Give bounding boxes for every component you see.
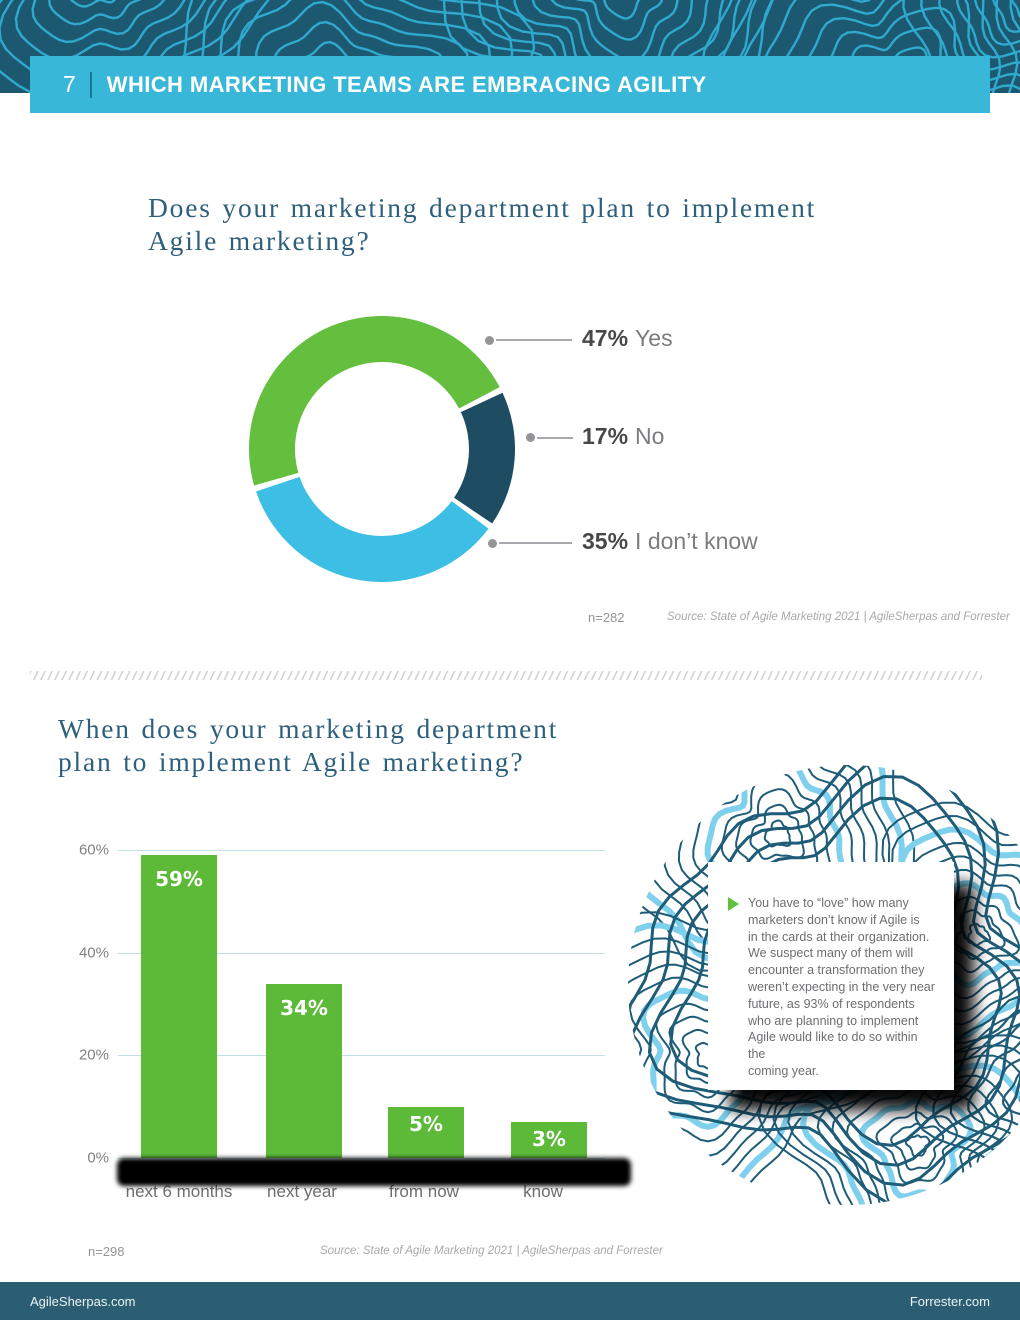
contour-line	[0, 0, 207, 79]
legend-dot-yes	[485, 336, 494, 345]
contour-line	[984, 1058, 1020, 1128]
question-title-2-line2: plan to implement Agile marketing?	[58, 746, 525, 777]
bar-next-year: 34%	[266, 842, 342, 1158]
x-label-know: know	[523, 1182, 563, 1201]
question-title-1: Does your marketing department plan to i…	[148, 191, 888, 257]
contour-line	[575, 0, 664, 41]
gridline-60	[118, 850, 605, 851]
legend-value-yes: 47%	[582, 325, 629, 351]
contour-line	[772, 1029, 1020, 1205]
contour-line	[550, 0, 679, 62]
contour-line	[949, 1023, 1020, 1151]
callout-card: You have to “love” how many marketers do…	[708, 862, 954, 1090]
callout-text: You have to “love” how many marketers do…	[748, 896, 935, 1078]
contour-line	[234, 0, 470, 93]
contour-line	[31, 0, 166, 44]
footer-bar: AgileSherpas.com Forrester.com	[0, 1282, 1020, 1320]
redaction-bar	[117, 1158, 631, 1186]
legend-dot-no	[526, 433, 535, 442]
contour-line	[251, 0, 448, 93]
legend-item-yes: 47% Yes	[582, 325, 673, 352]
legend-value-dontknow: 35%	[582, 528, 629, 554]
contour-line	[48, 0, 142, 26]
bar-next-6-months: 59%	[141, 842, 217, 1158]
sample-size-1: n=282	[588, 610, 625, 625]
question-title-1-line1: Does your marketing department plan to i…	[148, 192, 817, 223]
footer-link-agilesherpas[interactable]: AgileSherpas.com	[30, 1293, 136, 1309]
contour-line	[967, 1040, 1020, 1140]
contour-line	[932, 1009, 1020, 1165]
contour-line	[603, 0, 641, 20]
contour-line	[628, 765, 1020, 1187]
source-note-2: Source: State of Agile Marketing 2021 | …	[320, 1245, 663, 1257]
donut-slice-yes	[249, 316, 500, 486]
legend-leader-dontknow	[499, 542, 572, 544]
question-title-2-line1: When does your marketing department	[58, 713, 559, 744]
bar-chart: 60% 40% 20% 0% 59% 34% 5% 3% next 6 mont…	[60, 841, 631, 1242]
contour-line	[647, 774, 1020, 1167]
question-title-2: When does your marketing department plan…	[58, 712, 698, 778]
contour-line	[967, 922, 992, 947]
contour-line	[14, 0, 186, 61]
page-number: 7	[63, 71, 76, 97]
question-title-1-line2: Agile marketing?	[148, 225, 371, 256]
bar-rect: 5%	[388, 1107, 464, 1158]
legend-leader-no	[537, 437, 573, 439]
legend-value-no: 17%	[582, 423, 629, 449]
x-label-next-6-months: next 6 months	[125, 1182, 233, 1201]
legend-dot-dontknow	[488, 539, 497, 548]
triangle-bullet-icon	[728, 897, 739, 911]
x-label-next-year: next year	[267, 1182, 337, 1201]
donut-slice-no	[454, 392, 515, 524]
bar-rect: 34%	[266, 984, 342, 1158]
contour-line	[669, 796, 1003, 1147]
slash-divider	[30, 671, 982, 680]
contour-line	[763, 819, 792, 848]
donut-chart	[249, 316, 515, 582]
contour-line	[1002, 1072, 1020, 1116]
bar-value-label: 3%	[532, 1127, 566, 1151]
contour-line	[216, 0, 492, 93]
gridline-20	[118, 1055, 605, 1056]
x-label-from-now: from now	[389, 1182, 459, 1201]
legend-label-dontknow: I don’t know	[635, 528, 758, 554]
sample-size-2: n=298	[88, 1244, 125, 1259]
bar-value-label: 34%	[280, 996, 328, 1020]
page-title-bar: 7 WHICH MARKETING TEAMS ARE EMBRACING AG…	[30, 56, 990, 113]
page-title: WHICH MARKETING TEAMS ARE EMBRACING AGIL…	[106, 71, 707, 97]
gridline-40	[118, 953, 605, 954]
footer-link-forrester[interactable]: Forrester.com	[909, 1293, 990, 1309]
legend-item-dontknow: 35% I don’t know	[582, 528, 758, 555]
bar-rect: 3%	[511, 1122, 587, 1158]
y-tick-40: 40%	[78, 944, 109, 962]
legend-item-no: 17% No	[582, 423, 664, 450]
y-tick-60: 60%	[78, 841, 109, 859]
contour-line	[531, 0, 694, 83]
legend-label-no: No	[635, 423, 665, 449]
donut-slice-i-don-t-know	[255, 476, 489, 582]
bar-value-label: 5%	[409, 1112, 443, 1136]
legend-label-yes: Yes	[635, 325, 673, 351]
contour-line	[787, 1041, 1020, 1205]
legend-leader-yes	[496, 339, 572, 341]
title-separator	[89, 71, 92, 98]
bar-from-now: 5%	[388, 842, 464, 1158]
contour-line	[269, 20, 427, 93]
bar-know: 3%	[511, 842, 587, 1158]
bar-rect: 59%	[141, 855, 217, 1158]
contour-line	[904, 1134, 931, 1158]
contour-line	[799, 1051, 1020, 1205]
y-tick-0: 0%	[87, 1149, 109, 1167]
bar-value-label: 59%	[155, 867, 203, 891]
y-tick-20: 20%	[78, 1046, 109, 1064]
contour-line	[915, 995, 1020, 1181]
source-note-1: Source: State of Agile Marketing 2021 | …	[667, 611, 1010, 623]
